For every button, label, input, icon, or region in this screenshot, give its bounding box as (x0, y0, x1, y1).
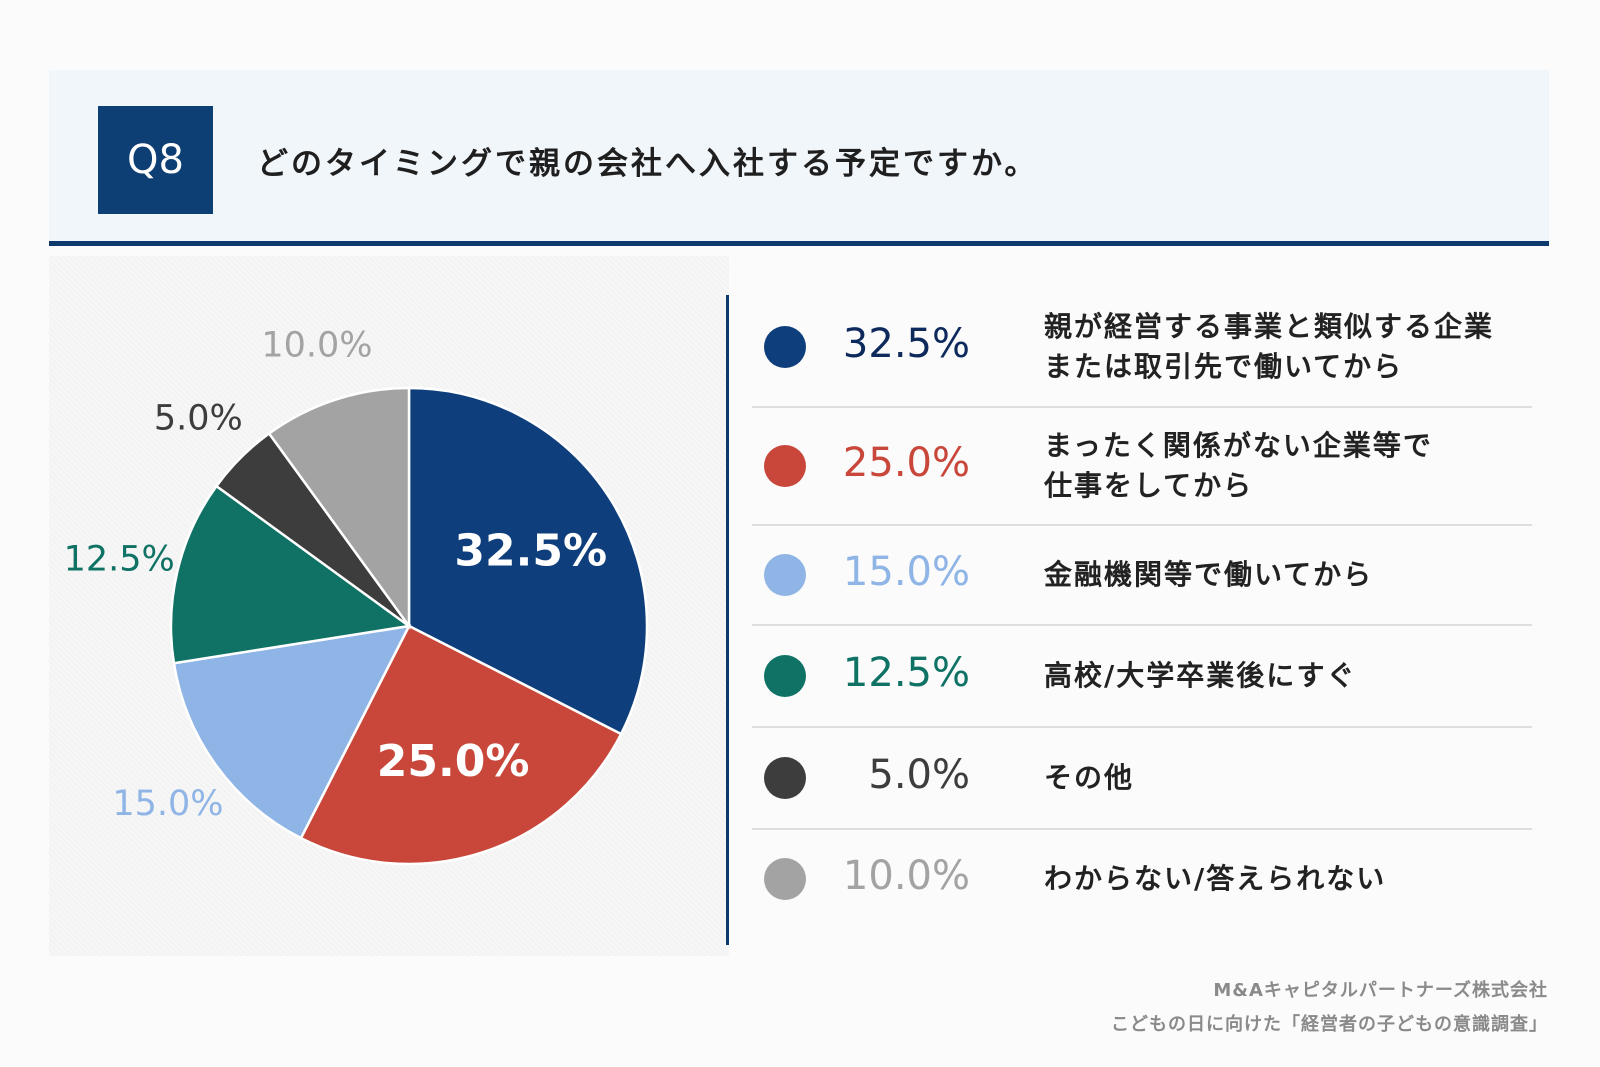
legend-percent: 25.0% (842, 440, 970, 486)
legend-swatch (764, 655, 806, 697)
legend-separator (752, 726, 1532, 728)
legend-item: 10.0% わからない/答えられない (752, 829, 1532, 929)
legend-label-line: わからない/答えられない (1044, 862, 1387, 895)
legend-item: 25.0% まったく関係がない企業等で 仕事をしてから (752, 407, 1532, 526)
question-number-badge: Q8 (98, 106, 213, 214)
legend-separator (752, 828, 1532, 830)
legend-percent: 10.0% (842, 853, 970, 899)
pie-slice-3 (172, 624, 412, 840)
vertical-divider (726, 295, 729, 945)
legend-label: その他 (1044, 758, 1134, 798)
legend-swatch (764, 858, 806, 900)
pie-slice-1 (407, 386, 649, 736)
pie-label-2: 25.0% (377, 736, 530, 787)
legend-swatch (764, 445, 806, 487)
pie-label-1: 32.5% (454, 525, 607, 576)
legend-label-line: その他 (1044, 761, 1135, 794)
legend-swatch (764, 326, 806, 368)
legend-label-line: または取引先で働いてから (1044, 350, 1404, 383)
pie-label-4: 12.5% (64, 539, 175, 579)
pie-chart: 32.5% 25.0% 15.0% 12.5% 5.0% 10.0% (64, 326, 649, 866)
legend-label-line: 高校/大学卒業後にすぐ (1044, 659, 1357, 692)
legend-item: 5.0% その他 (752, 727, 1532, 830)
legend-label-line: 金融機関等で働いてから (1044, 558, 1374, 591)
legend-separator (752, 524, 1532, 526)
legend-label-line: 仕事をしてから (1044, 469, 1254, 502)
footer-company: M&Aキャピタルパートナーズ株式会社 (1213, 980, 1548, 1001)
legend-label: 金融機関等で働いてから (1044, 555, 1373, 595)
question-title: どのタイミングで親の会社へ入社する予定ですか。 (257, 146, 1039, 182)
legend-percent: 15.0% (842, 549, 970, 595)
legend-percent: 12.5% (842, 650, 970, 696)
legend-label: 高校/大学卒業後にすぐ (1044, 656, 1357, 696)
legend-item: 15.0% 金融機関等で働いてから (752, 525, 1532, 626)
legend-swatch (764, 757, 806, 799)
footer-survey-title: こどもの日に向けた「経営者の子どもの意識調査」 (1111, 1014, 1548, 1035)
pie-panel: 32.5% 25.0% 15.0% 12.5% 5.0% 10.0% (49, 256, 729, 956)
legend-percent: 5.0% (868, 752, 970, 798)
pie-label-6: 10.0% (261, 326, 372, 366)
legend-label: まったく関係がない企業等で 仕事をしてから (1044, 426, 1433, 506)
legend-item: 12.5% 高校/大学卒業後にすぐ (752, 625, 1532, 728)
legend-percent: 32.5% (842, 321, 970, 367)
legend-separator (752, 624, 1532, 626)
legend-separator (752, 406, 1532, 408)
legend-label: 親が経営する事業と類似する企業 または取引先で働いてから (1044, 307, 1494, 387)
pie-slice-2 (299, 624, 623, 866)
pie-slice-6 (267, 386, 411, 630)
legend-swatch (764, 554, 806, 596)
pie-label-3: 15.0% (112, 784, 223, 824)
legend-label: わからない/答えられない (1044, 859, 1386, 899)
question-header: Q8 どのタイミングで親の会社へ入社する予定ですか。 (49, 70, 1549, 246)
legend-label-line: 親が経営する事業と類似する企業 (1044, 310, 1495, 343)
legend-label-line: まったく関係がない企業等で (1044, 429, 1433, 462)
pie-slice-4 (169, 484, 413, 665)
pie-label-5: 5.0% (154, 398, 243, 438)
legend-item: 32.5% 親が経営する事業と類似する企業 または取引先で働いてから (752, 295, 1532, 408)
